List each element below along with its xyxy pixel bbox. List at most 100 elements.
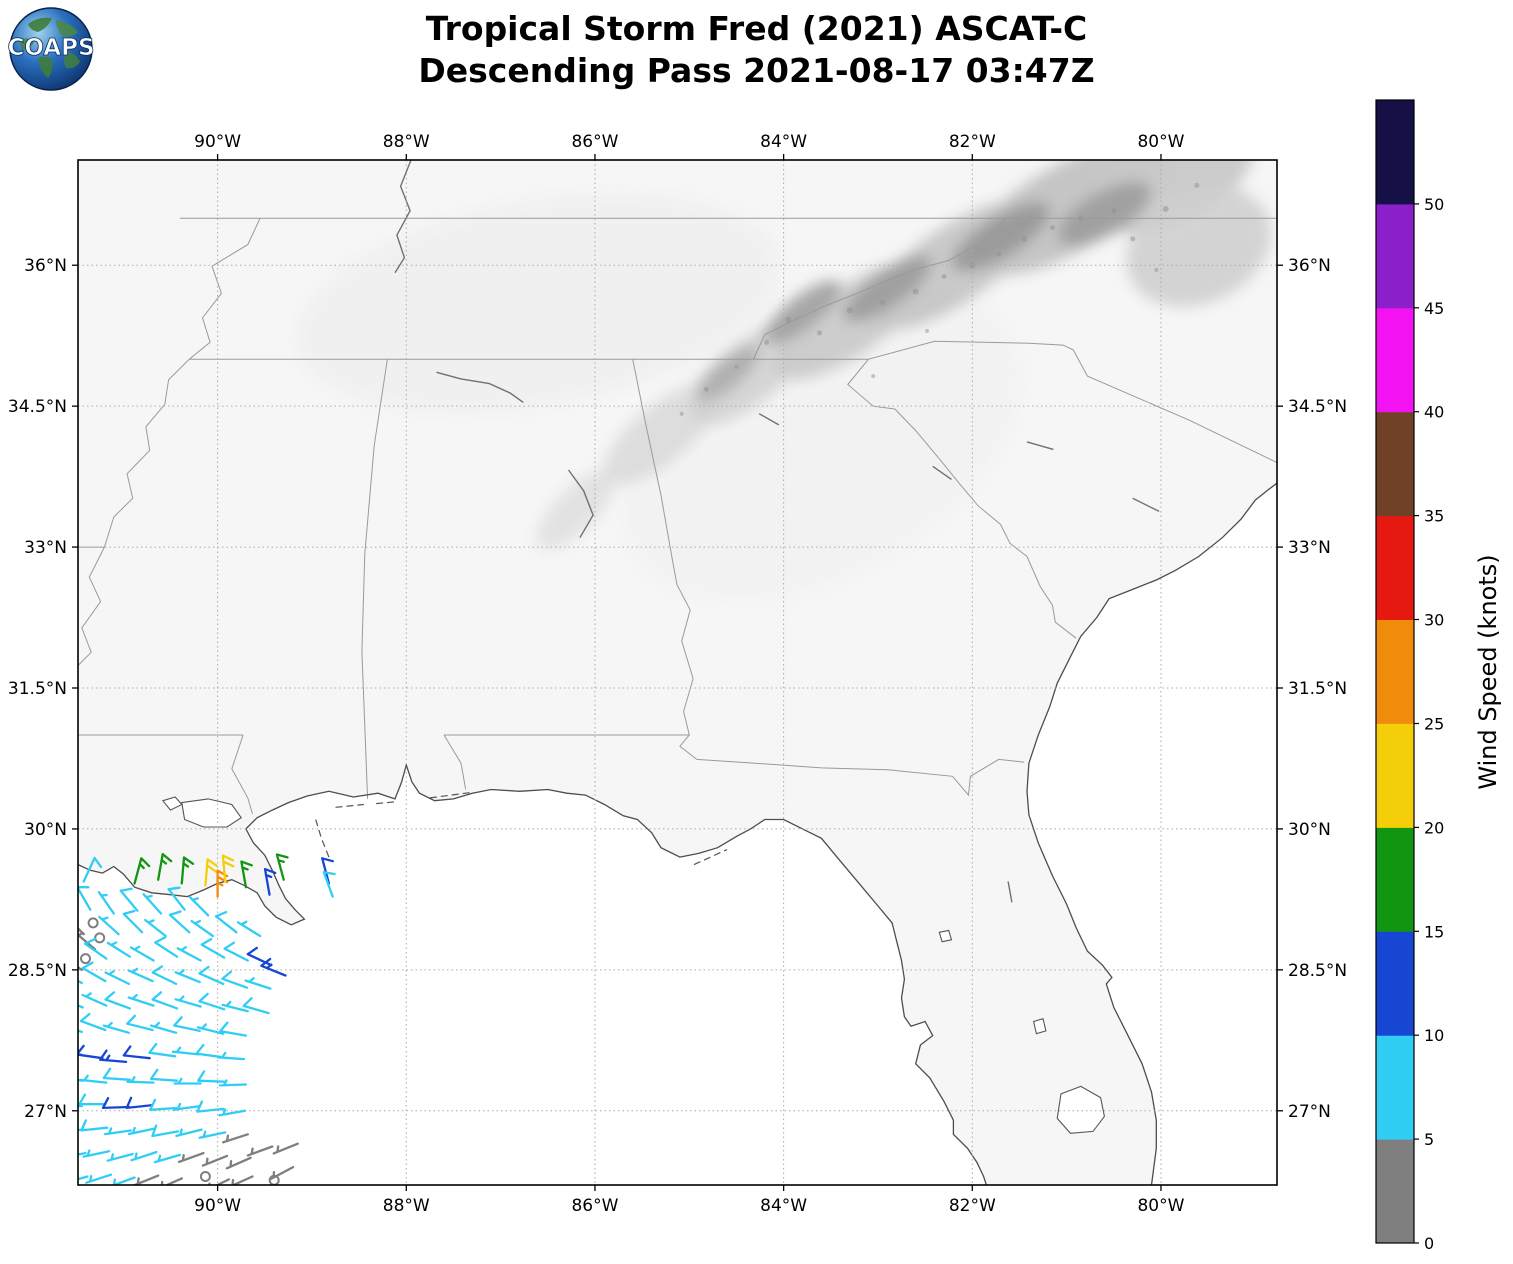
wind-barb xyxy=(103,1127,132,1136)
colorbar-segment xyxy=(1376,1139,1414,1244)
wind-barb xyxy=(260,957,287,977)
barrier-island xyxy=(335,803,364,808)
wind-barb xyxy=(78,1078,84,1082)
wind-barb xyxy=(160,1177,183,1185)
wind-barb xyxy=(104,970,131,986)
wind-barb xyxy=(218,1079,248,1087)
wind-barb xyxy=(196,1100,225,1113)
wind-barb xyxy=(153,1153,182,1164)
wind-barb xyxy=(78,1151,87,1156)
lat-tick-label-left: 33°N xyxy=(24,538,67,558)
colorbar-segment xyxy=(1376,307,1414,413)
coastline-gulf xyxy=(78,762,988,1185)
colorbar-segment xyxy=(1376,1035,1414,1140)
wind-barb xyxy=(172,1102,201,1111)
wind-barb xyxy=(157,852,173,881)
lon-tick-label-top: 84°W xyxy=(760,132,807,152)
wind-barb xyxy=(244,977,272,990)
lat-tick-label-right: 36°N xyxy=(1288,256,1331,276)
wind-barb xyxy=(80,1119,109,1132)
lon-tick-label-top: 88°W xyxy=(383,132,430,152)
title-line-1: Tropical Storm Fred (2021) ASCAT-C xyxy=(425,9,1088,48)
wind-barb xyxy=(204,858,218,887)
terrain-speckle xyxy=(1111,208,1117,214)
wind-barb xyxy=(126,1076,155,1084)
wind-barb xyxy=(82,856,103,883)
wind-barb xyxy=(149,1098,178,1111)
state-border xyxy=(361,359,388,799)
wind-barb xyxy=(81,961,107,983)
lon-tick-label-bottom: 84°W xyxy=(760,1196,807,1216)
lon-tick-label-bottom: 86°W xyxy=(571,1196,618,1216)
wind-barb xyxy=(119,887,139,912)
lake xyxy=(181,798,242,828)
figure-title: Tropical Storm Fred (2021) ASCAT-C Desce… xyxy=(0,8,1513,91)
wind-barb xyxy=(102,1021,131,1034)
terrain-blob xyxy=(764,280,841,344)
wind-barb xyxy=(221,1133,249,1144)
barrier-island xyxy=(376,801,397,805)
barrier-island xyxy=(693,849,728,866)
colorbar-tick-label: 20 xyxy=(1424,818,1444,837)
lat-tick-label-right: 30°N xyxy=(1288,820,1331,840)
wind-barb xyxy=(122,909,144,934)
lake xyxy=(1032,1018,1047,1035)
terrain-speckle xyxy=(734,364,739,369)
wind-barb xyxy=(78,1052,82,1056)
colorbar-tick-label: 25 xyxy=(1424,715,1444,734)
terrain-speckle xyxy=(912,288,919,295)
river xyxy=(932,465,952,480)
lake xyxy=(1056,1085,1105,1134)
wind-barb xyxy=(148,1042,177,1058)
colorbar-tick-label: 15 xyxy=(1424,922,1444,941)
wind-barb xyxy=(198,965,225,986)
terrain-speckle xyxy=(679,411,684,416)
wind-barb xyxy=(79,1074,108,1084)
wind-barb xyxy=(263,867,277,896)
wind-barbs-layer xyxy=(78,852,336,1185)
colorbar-segment xyxy=(1376,931,1414,1036)
terrain-blob xyxy=(951,202,1050,272)
terrain-speckle xyxy=(871,374,876,379)
colorbar-tick-label: 0 xyxy=(1424,1234,1434,1253)
wind-barb xyxy=(223,941,249,962)
lat-tick-label-right: 31.5°N xyxy=(1288,679,1347,699)
coastline-atlantic xyxy=(1026,482,1277,1185)
colorbar-tick-label: 5 xyxy=(1424,1130,1434,1149)
river xyxy=(758,413,780,426)
wind-barb xyxy=(78,926,85,936)
wind-barb xyxy=(130,1150,158,1162)
wind-barb xyxy=(218,1108,247,1117)
terrain-blob xyxy=(296,192,781,414)
coaps-globe-icon: COAPS xyxy=(7,7,95,91)
graticule xyxy=(78,160,1277,1185)
wind-barb xyxy=(151,991,179,1010)
wind-barb xyxy=(236,920,262,938)
globe-landmass xyxy=(19,38,34,50)
terrain-speckle xyxy=(996,251,1002,257)
wind-barb xyxy=(174,969,201,984)
axes-spine xyxy=(77,159,1278,1186)
colorbar-tick-label: 10 xyxy=(1424,1026,1444,1045)
lat-tick-label-left: 28.5°N xyxy=(8,961,67,981)
map-frame xyxy=(72,154,1283,1191)
wind-barb xyxy=(198,1130,227,1139)
lat-tick-label-left: 36°N xyxy=(24,256,67,276)
terrain-blob xyxy=(1126,186,1272,307)
wind-barb xyxy=(104,991,132,1010)
colorbar-tick-label: 40 xyxy=(1424,403,1444,422)
terrain-speckle xyxy=(703,386,709,392)
terrain-shading xyxy=(296,160,1272,601)
basemap xyxy=(78,160,1277,1185)
wind-barb xyxy=(79,1012,107,1032)
wind-barb xyxy=(133,857,151,885)
wind-barb xyxy=(214,910,238,934)
title-line-2: Descending Pass 2021-08-17 03:47Z xyxy=(418,50,1095,90)
colorbar-segment xyxy=(1376,723,1414,828)
lat-tick-label-left: 30°N xyxy=(24,820,67,840)
lat-tick-label-right: 33°N xyxy=(1288,538,1331,558)
terrain-speckle xyxy=(846,307,853,314)
wind-barb xyxy=(122,1045,151,1060)
wind-barb xyxy=(168,910,191,934)
wind-barb xyxy=(242,997,270,1015)
